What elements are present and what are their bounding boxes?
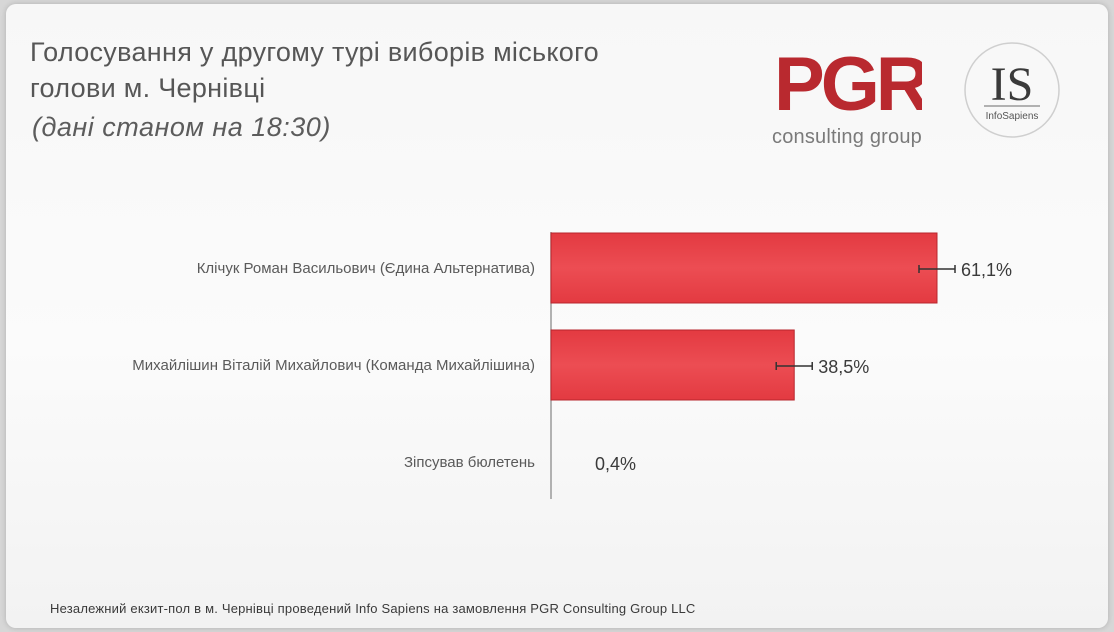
- pgr-logo-mark: PGR: [774, 42, 922, 124]
- infosapiens-ring: [964, 42, 1060, 138]
- category-label: Клічук Роман Васильович (Єдина Альтернат…: [197, 260, 535, 277]
- infosapiens-logo-text: IS: [991, 58, 1034, 111]
- footnote: Незалежний екзит-пол в м. Чернівці прове…: [50, 601, 696, 616]
- value-label: 38,5%: [818, 357, 869, 377]
- pgr-logo-text: PGR: [774, 42, 922, 124]
- value-label: 0,4%: [595, 454, 636, 474]
- category-label: Михайлішин Віталій Михайлович (Команда М…: [132, 357, 535, 374]
- bar-chart: Клічук Роман Васильович (Єдина Альтернат…: [132, 232, 1012, 499]
- page-title: Голосування у другому турі виборів міськ…: [30, 34, 730, 106]
- bar: [550, 329, 795, 401]
- infosapiens-logo: IS InfoSapiens: [962, 40, 1062, 140]
- title-line-1: Голосування у другому турі виборів міськ…: [30, 37, 599, 67]
- pgr-logo-subtitle: consulting group: [772, 126, 922, 148]
- bar: [550, 232, 938, 304]
- pgr-logo: PGR consulting group: [772, 42, 932, 154]
- infosapiens-logo-subtitle: InfoSapiens: [986, 111, 1039, 122]
- chart-layer: Клічук Роман Васильович (Єдина Альтернат…: [132, 232, 1012, 499]
- category-label: Зіпсував бюлетень: [404, 454, 535, 471]
- infosapiens-logo-mark: IS InfoSapiens: [964, 42, 1060, 138]
- title-line-2: голови м. Чернівці: [30, 73, 266, 103]
- slide: Голосування у другому турі виборів міськ…: [6, 4, 1108, 628]
- value-label: 61,1%: [961, 260, 1012, 280]
- page-subtitle: (дані станом на 18:30): [32, 112, 331, 142]
